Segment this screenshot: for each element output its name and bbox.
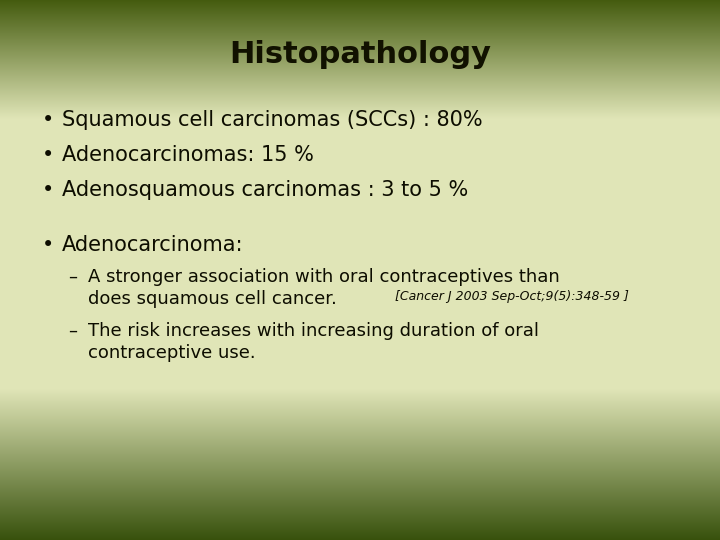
Text: •: •: [42, 180, 54, 200]
Text: Adenocarcinoma:: Adenocarcinoma:: [62, 235, 243, 255]
Text: [Cancer J 2003 Sep-Oct;9(5):348-59 ]: [Cancer J 2003 Sep-Oct;9(5):348-59 ]: [395, 290, 629, 303]
Text: •: •: [42, 110, 54, 130]
Text: •: •: [42, 235, 54, 255]
Text: contraceptive use.: contraceptive use.: [88, 344, 256, 362]
Text: A stronger association with oral contraceptives than: A stronger association with oral contrac…: [88, 268, 559, 286]
Text: Squamous cell carcinomas (SCCs) : 80%: Squamous cell carcinomas (SCCs) : 80%: [62, 110, 482, 130]
Text: The risk increases with increasing duration of oral: The risk increases with increasing durat…: [88, 322, 539, 340]
Text: Adenocarcinomas: 15 %: Adenocarcinomas: 15 %: [62, 145, 314, 165]
Text: Adenosquamous carcinomas : 3 to 5 %: Adenosquamous carcinomas : 3 to 5 %: [62, 180, 468, 200]
Text: does squamous cell cancer.: does squamous cell cancer.: [88, 290, 337, 308]
Text: Histopathology: Histopathology: [229, 40, 491, 69]
Text: –: –: [68, 268, 77, 286]
Text: –: –: [68, 322, 77, 340]
Text: •: •: [42, 145, 54, 165]
